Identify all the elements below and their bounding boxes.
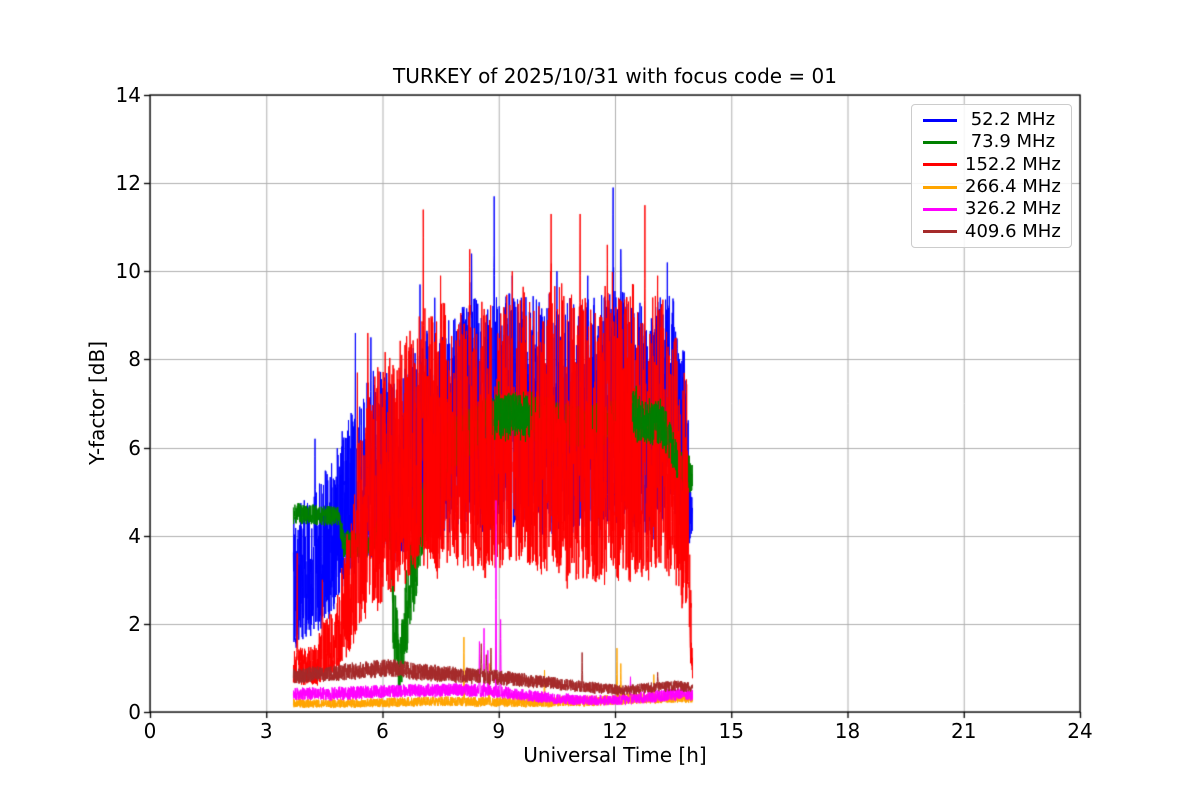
legend-item-label: 409.6 MHz (965, 220, 1061, 242)
x-tick-label-6: 6 (376, 719, 389, 743)
y-tick-label-10: 10 (115, 259, 141, 284)
legend-item-152.2-mhz: 152.2 MHz (923, 154, 1065, 176)
legend-line-swatch (923, 230, 957, 234)
x-tick-label-24: 24 (1067, 719, 1093, 743)
legend-item-52.2-mhz: 52.2 MHz (923, 109, 1065, 131)
legend-item-label: 266.4 MHz (965, 176, 1061, 198)
x-tick-label-0: 0 (143, 719, 157, 743)
legend-item-label: 152.2 MHz (965, 153, 1061, 175)
legend-item-73.9-mhz: 73.9 MHz (923, 131, 1065, 153)
x-tick-label-12: 12 (602, 719, 628, 743)
legend: 52.2 MHz 73.9 MHz 152.2 MHz 266.4 MHz 326.2… (911, 104, 1072, 248)
legend-line-swatch (923, 207, 957, 211)
legend-line-swatch (923, 185, 957, 189)
legend-line-swatch (923, 163, 957, 167)
x-tick-label-18: 18 (834, 719, 861, 743)
x-tick-label-9: 9 (492, 719, 506, 743)
x-axis-label: Universal Time [h] (523, 743, 707, 767)
legend-line-swatch (923, 140, 957, 144)
legend-item-label: 326.2 MHz (965, 198, 1061, 220)
y-tick-label-14: 14 (115, 83, 141, 107)
y-tick-label-8: 8 (128, 347, 141, 372)
legend-line-swatch (923, 118, 957, 122)
x-tick-label-3: 3 (259, 719, 273, 743)
x-tick-label-21: 21 (951, 719, 977, 743)
legend-item-266.4-mhz: 266.4 MHz (923, 176, 1065, 198)
y-tick-label-0: 0 (128, 700, 141, 724)
y-tick-label-2: 2 (128, 611, 141, 636)
y-tick-label-12: 12 (115, 171, 141, 196)
legend-item-label: 73.9 MHz (965, 131, 1056, 153)
chart-title: TURKEY of 2025/10/31 with focus code = 0… (392, 64, 837, 88)
legend-item-409.6-mhz: 409.6 MHz (923, 221, 1065, 243)
y-tick-label-6: 6 (128, 435, 141, 460)
x-tick-label-15: 15 (718, 719, 744, 743)
legend-item-326.2-mhz: 326.2 MHz (923, 198, 1065, 220)
legend-item-label: 52.2 MHz (965, 109, 1056, 131)
y-tick-label-4: 4 (128, 523, 141, 548)
